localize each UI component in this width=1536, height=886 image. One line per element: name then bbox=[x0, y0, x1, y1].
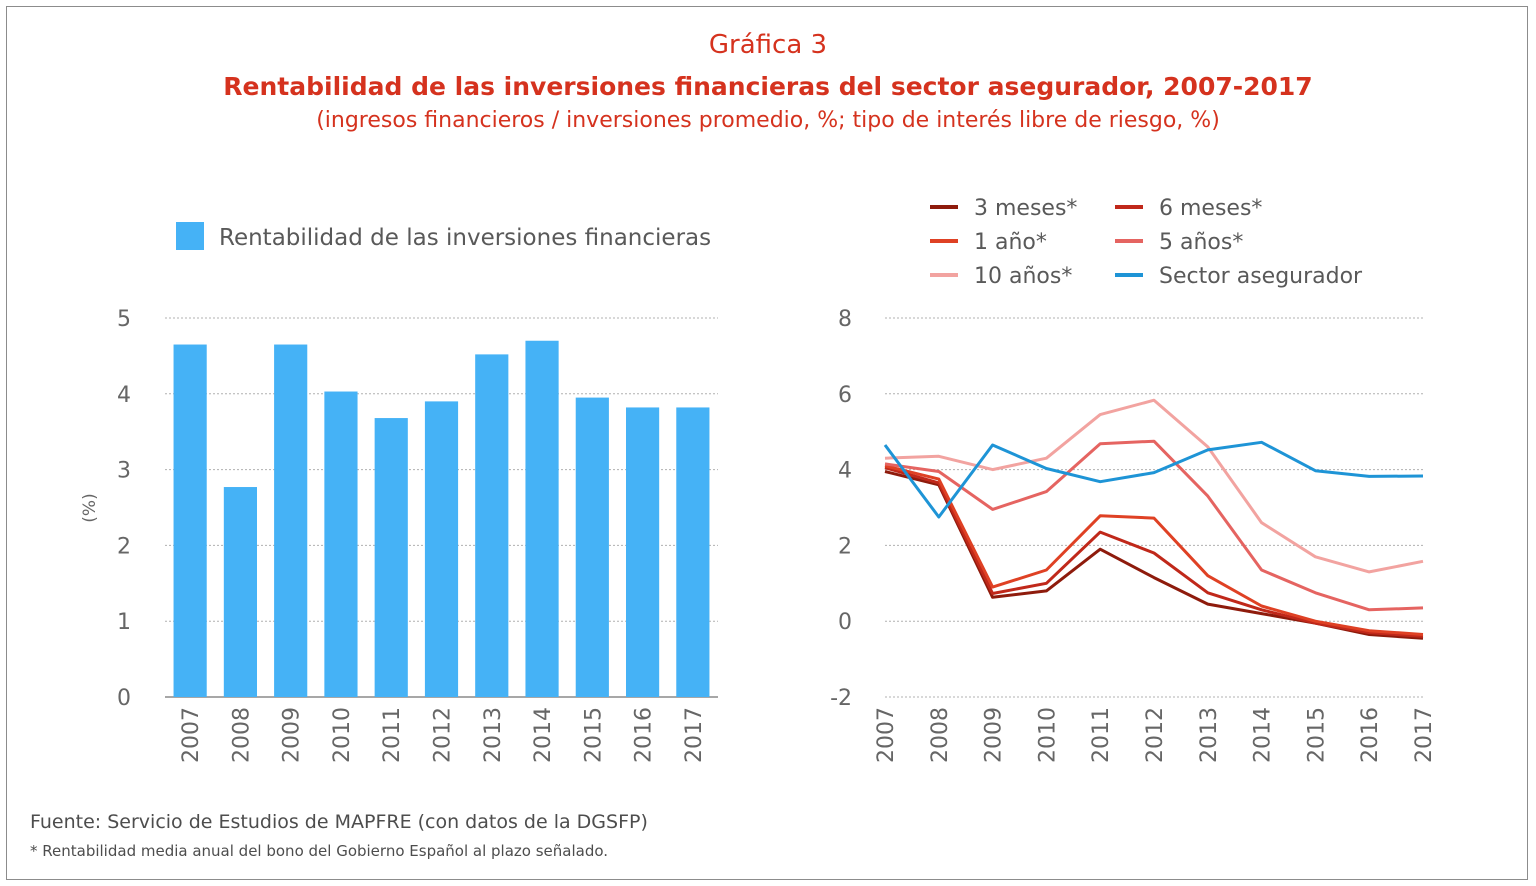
bar bbox=[475, 354, 509, 697]
footnote: * Rentabilidad media anual del bono del … bbox=[30, 842, 609, 860]
line-legend-label: 1 año* bbox=[974, 230, 1047, 255]
source-note: Fuente: Servicio de Estudios de MAPFRE (… bbox=[30, 811, 648, 833]
line-series bbox=[884, 470, 1424, 640]
line-series bbox=[884, 398, 1424, 574]
line-y-tick-label: 4 bbox=[838, 459, 852, 484]
line-x-tick-label: 2013 bbox=[1197, 707, 1222, 763]
line-y-tick-label: -2 bbox=[830, 686, 852, 711]
bar-y-tick-label: 1 bbox=[117, 610, 131, 635]
line-legend-label: 3 meses* bbox=[974, 196, 1077, 221]
bar-x-tick-label: 2007 bbox=[179, 707, 204, 763]
line-x-tick-label: 2017 bbox=[1412, 707, 1437, 763]
line-legend-label: 10 años* bbox=[974, 264, 1072, 289]
bar bbox=[223, 487, 257, 697]
line-legend-label: 5 años* bbox=[1159, 230, 1243, 255]
line-series bbox=[884, 466, 1424, 638]
bar bbox=[173, 344, 207, 697]
bar-x-tick-label: 2017 bbox=[682, 707, 707, 763]
line-x-tick-label: 2009 bbox=[982, 707, 1007, 763]
bar-y-tick-label: 4 bbox=[117, 383, 131, 408]
bar-x-tick-label: 2012 bbox=[431, 707, 456, 763]
line-series bbox=[884, 464, 1424, 636]
line-y-tick-label: 6 bbox=[838, 383, 852, 408]
line-y-tick-label: 8 bbox=[838, 307, 852, 332]
bar-y-axis-label: (%) bbox=[80, 493, 100, 522]
bar-y-tick-label: 0 bbox=[117, 686, 131, 711]
bar-y-tick-label: 3 bbox=[117, 459, 131, 484]
line-series bbox=[884, 439, 1424, 612]
line-x-tick-label: 2014 bbox=[1251, 707, 1276, 763]
bar bbox=[676, 407, 710, 697]
line-series bbox=[883, 440, 1424, 519]
line-legend-label: Sector asegurador bbox=[1159, 264, 1363, 289]
line-x-tick-label: 2011 bbox=[1089, 707, 1114, 763]
line-legend-label: 6 meses* bbox=[1159, 196, 1262, 221]
bar bbox=[525, 340, 559, 697]
chart-title: Rentabilidad de las inversiones financie… bbox=[223, 72, 1313, 101]
line-x-tick-label: 2012 bbox=[1143, 707, 1168, 763]
bar-x-tick-label: 2011 bbox=[380, 707, 405, 763]
bar bbox=[324, 391, 358, 697]
bar-x-tick-label: 2013 bbox=[481, 707, 506, 763]
bar-x-tick-label: 2009 bbox=[280, 707, 305, 763]
bar-y-tick-label: 2 bbox=[117, 534, 131, 559]
line-x-tick-label: 2010 bbox=[1035, 707, 1060, 763]
line-y-tick-label: 0 bbox=[838, 610, 852, 635]
line-x-tick-label: 2007 bbox=[874, 707, 899, 763]
chart-frame bbox=[6, 6, 1528, 880]
bar-y-tick-label: 5 bbox=[117, 307, 131, 332]
bar-x-tick-label: 2015 bbox=[581, 707, 606, 763]
bar-legend-label: Rentabilidad de las inversiones financie… bbox=[219, 225, 711, 251]
bar-x-tick-label: 2014 bbox=[531, 707, 556, 763]
bar-x-tick-label: 2008 bbox=[229, 707, 254, 763]
line-y-tick-label: 2 bbox=[838, 534, 852, 559]
line-x-tick-label: 2015 bbox=[1304, 707, 1329, 763]
chart-units-note: (ingresos financieros / inversiones prom… bbox=[316, 108, 1220, 133]
bar bbox=[424, 401, 459, 697]
bar bbox=[626, 407, 660, 697]
bar bbox=[575, 397, 609, 697]
bar-x-tick-label: 2016 bbox=[632, 707, 657, 763]
chart-number-title: Gráfica 3 bbox=[708, 30, 828, 60]
bar bbox=[274, 344, 308, 697]
bar bbox=[374, 418, 408, 697]
bar-x-tick-label: 2010 bbox=[330, 707, 355, 763]
line-x-tick-label: 2008 bbox=[928, 707, 953, 763]
line-x-tick-label: 2016 bbox=[1358, 707, 1383, 763]
bar-legend-swatch bbox=[176, 222, 204, 250]
